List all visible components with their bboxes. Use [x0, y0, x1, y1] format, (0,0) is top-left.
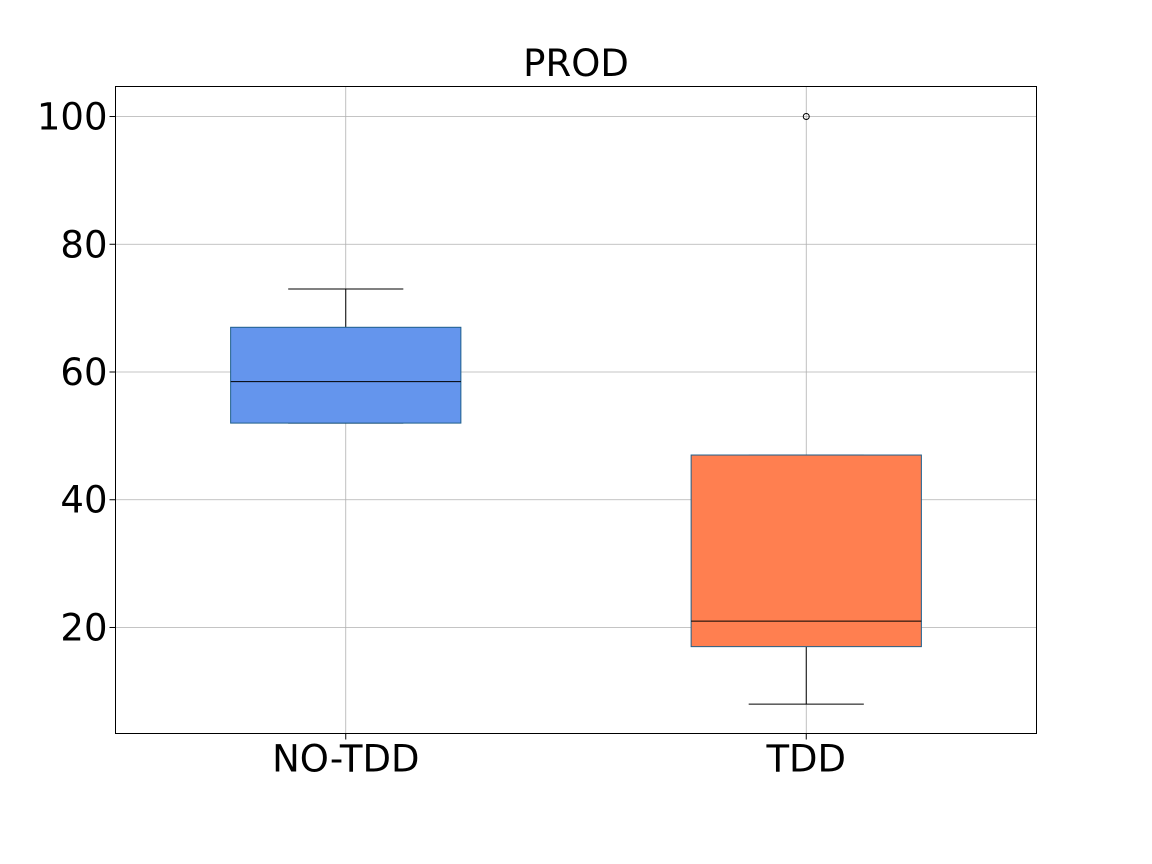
box-plots	[230, 113, 922, 705]
y-tick-label: 60	[60, 351, 107, 394]
x-axis-ticks: NO-TDD TDD	[272, 733, 846, 781]
x-tick-label: NO-TDD	[272, 738, 419, 781]
outlier-point	[802, 113, 810, 121]
y-tick-label: 100	[37, 96, 108, 139]
y-tick-label: 40	[60, 479, 107, 522]
y-tick-label: 20	[60, 606, 107, 649]
box-iqr	[690, 454, 922, 648]
x-tick-label: TDD	[765, 738, 846, 781]
box-tdd	[690, 113, 922, 705]
y-tick-label: 80	[60, 223, 107, 266]
box-no-tdd	[230, 288, 462, 424]
y-axis-ticks: 20 40 60 80 100	[37, 96, 116, 649]
plot-frame	[115, 86, 1037, 734]
chart-title: PROD	[523, 42, 629, 85]
box-iqr	[230, 326, 462, 424]
